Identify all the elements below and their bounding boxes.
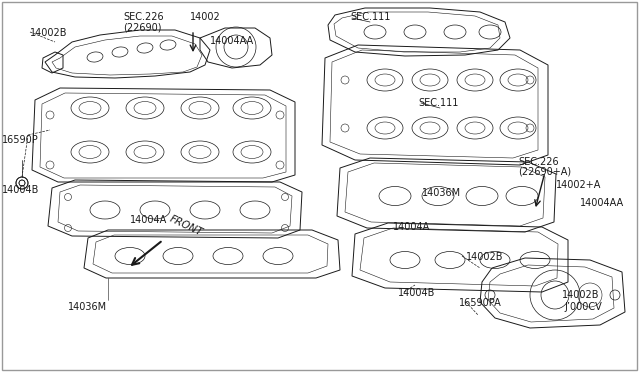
Text: SEC.111: SEC.111 — [350, 12, 390, 22]
Text: 14002B: 14002B — [466, 252, 504, 262]
Text: 14004A: 14004A — [130, 215, 167, 225]
Text: 16590PA: 16590PA — [459, 298, 502, 308]
Text: 14036M: 14036M — [422, 188, 461, 198]
Text: SEC.111: SEC.111 — [418, 98, 458, 108]
Text: 14004AA: 14004AA — [210, 36, 254, 46]
Text: 14002B: 14002B — [562, 290, 600, 300]
Text: 14004B: 14004B — [2, 185, 40, 195]
Text: (22690+A): (22690+A) — [518, 167, 571, 177]
Text: SEC.226: SEC.226 — [518, 157, 559, 167]
Text: J’000CV: J’000CV — [564, 302, 602, 312]
Text: SEC.226: SEC.226 — [123, 12, 164, 22]
Text: 16590P: 16590P — [2, 135, 39, 145]
Text: 14004A: 14004A — [393, 222, 430, 232]
Text: FRONT: FRONT — [168, 214, 204, 238]
Text: 14004AA: 14004AA — [580, 198, 624, 208]
Text: 14002: 14002 — [190, 12, 221, 22]
Text: 14002B: 14002B — [30, 28, 67, 38]
Text: 14002+A: 14002+A — [556, 180, 602, 190]
Text: (22690): (22690) — [123, 22, 161, 32]
Text: 14036M: 14036M — [68, 302, 107, 312]
Text: 14004B: 14004B — [398, 288, 435, 298]
